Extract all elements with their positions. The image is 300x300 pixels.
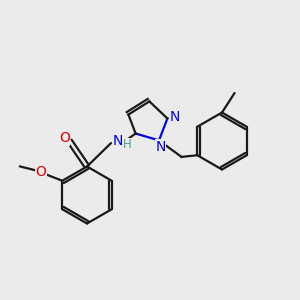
Text: N: N [170,110,180,124]
Text: N: N [112,134,123,148]
Text: H: H [123,138,132,151]
Text: O: O [35,165,46,179]
Text: O: O [59,131,70,145]
Text: N: N [155,140,166,154]
